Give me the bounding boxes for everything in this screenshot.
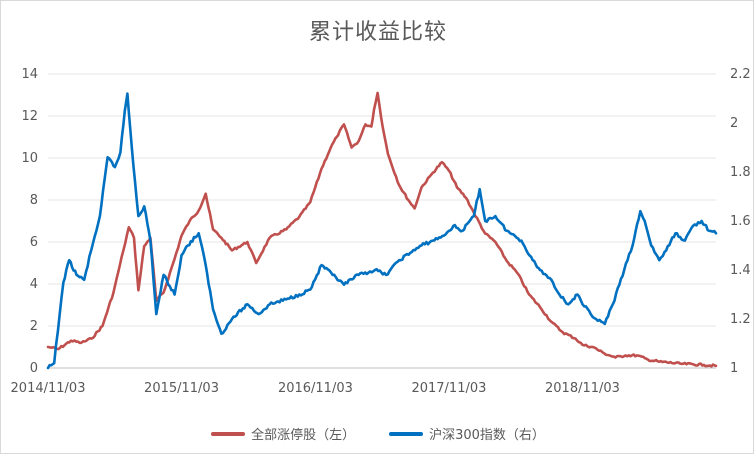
left-tick-label: 2 [30, 319, 38, 334]
left-tick-label: 8 [30, 193, 38, 208]
left-tick-label: 14 [21, 67, 38, 82]
left-tick-label: 12 [21, 109, 38, 124]
left-y-axis: 0 2 4 6 8 10 12 14 [21, 67, 38, 376]
right-tick-label: 2 [730, 116, 738, 131]
legend-label: 沪深300指数（右） [429, 428, 545, 443]
legend-swatch-red [211, 431, 246, 436]
right-tick-label: 1 [730, 361, 738, 376]
x-axis: 2014/11/03 2015/11/03 2016/11/03 2017/11/03… [11, 381, 620, 396]
right-tick-label: 1.6 [730, 214, 751, 229]
series-line-csi300 [46, 92, 718, 370]
x-tick-label: 2018/11/03 [545, 381, 620, 396]
x-tick-label: 2016/11/03 [278, 381, 353, 396]
right-tick-label: 2.2 [730, 67, 751, 82]
right-tick-label: 1.8 [730, 165, 751, 180]
x-tick-label: 2015/11/03 [144, 381, 219, 396]
chart-title: 累计收益比较 [308, 20, 447, 45]
legend-item-csi300: 沪深300指数（右） [389, 424, 545, 443]
left-tick-label: 4 [30, 277, 38, 292]
x-tick-label: 2014/11/03 [11, 381, 86, 396]
legend-item-limit-up-stocks: 全部涨停股（左） [211, 424, 355, 443]
x-tick-label: 2017/11/03 [411, 381, 486, 396]
right-tick-label: 1.4 [730, 263, 751, 278]
series-layer [46, 91, 718, 370]
left-tick-label: 0 [30, 361, 38, 376]
left-tick-label: 6 [30, 235, 38, 250]
legend-label: 全部涨停股（左） [251, 428, 356, 443]
left-tick-label: 10 [21, 151, 38, 166]
gridlines [48, 73, 716, 369]
right-tick-label: 1.2 [730, 312, 751, 327]
line-chart: 0 2 4 6 8 10 12 14 1 1.2 1.4 1.6 1.8 2 2.2 2014/11/03… [11, 67, 751, 396]
right-y-axis: 1 1.2 1.4 1.6 1.8 2 2.2 [730, 67, 751, 376]
legend: 全部涨停股（左） 沪深300指数（右） [0, 424, 756, 443]
legend-swatch-blue [389, 431, 424, 436]
